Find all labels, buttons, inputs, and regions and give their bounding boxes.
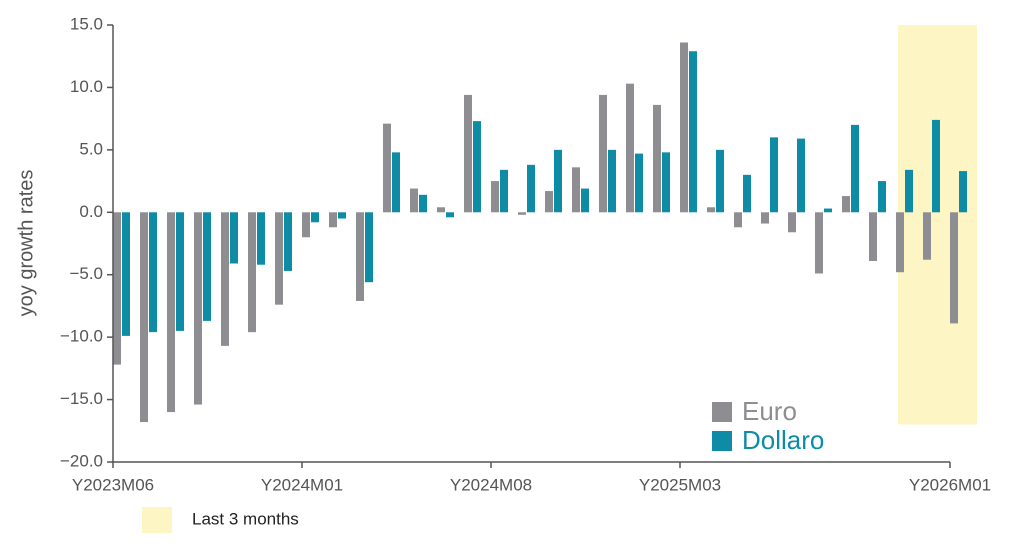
- bar: [122, 212, 130, 336]
- highlight-label: Last 3 months: [192, 509, 299, 528]
- bar: [662, 152, 670, 213]
- bar: [842, 196, 850, 213]
- bar: [734, 212, 742, 228]
- bar: [392, 152, 400, 213]
- bar: [464, 94, 472, 213]
- bar: [437, 207, 445, 213]
- bar: [572, 167, 580, 213]
- highlight-swatch: [142, 507, 172, 533]
- bar: [599, 94, 607, 213]
- bar: [527, 164, 535, 213]
- bar: [878, 181, 886, 213]
- bar: [923, 212, 931, 260]
- bar: [275, 212, 283, 305]
- bar: [869, 212, 877, 261]
- x-tick-label: Y2024M08: [450, 475, 532, 494]
- legend-label: Euro: [742, 396, 797, 426]
- bar: [473, 121, 481, 213]
- bar: [689, 51, 697, 213]
- bar: [284, 212, 292, 271]
- bar: [545, 191, 553, 213]
- bar: [851, 124, 859, 213]
- bar: [491, 181, 499, 213]
- x-tick-label: Y2026M01: [909, 475, 991, 494]
- bar: [959, 171, 967, 213]
- bar: [410, 188, 418, 213]
- bar: [356, 212, 364, 301]
- y-tick-label: 5.0: [79, 139, 103, 158]
- bar: [626, 83, 634, 213]
- bar: [905, 169, 913, 213]
- y-tick-label: −20.0: [60, 451, 103, 470]
- bar: [194, 212, 202, 405]
- bar: [302, 212, 310, 238]
- x-tick-label: Y2023M06: [72, 475, 154, 494]
- bar: [500, 169, 508, 213]
- bar: [518, 212, 526, 215]
- y-axis-label: yoy growth rates: [15, 170, 37, 317]
- bar: [716, 149, 724, 213]
- legend-swatch: [712, 431, 732, 451]
- legend-label: Dollaro: [742, 425, 824, 455]
- bar: [815, 212, 823, 274]
- bar: [950, 212, 958, 324]
- legend-swatch: [712, 402, 732, 422]
- bar: [581, 188, 589, 213]
- bar: [419, 194, 427, 213]
- bar: [896, 212, 904, 273]
- y-tick-label: −15.0: [60, 389, 103, 408]
- bar: [203, 212, 211, 321]
- bar: [635, 153, 643, 213]
- bar: [365, 212, 373, 283]
- bar: [311, 212, 319, 223]
- bar: [167, 212, 175, 413]
- y-tick-label: 15.0: [70, 14, 103, 33]
- bar: [329, 212, 337, 228]
- bar: [338, 212, 346, 219]
- y-tick-label: 0.0: [79, 202, 103, 221]
- bar: [149, 212, 157, 333]
- bar: [824, 208, 832, 213]
- bar: [383, 123, 391, 213]
- bar: [230, 212, 238, 264]
- y-tick-label: −5.0: [69, 264, 103, 283]
- bar: [140, 212, 148, 423]
- bar: [788, 212, 796, 233]
- bar: [653, 104, 661, 213]
- bar: [770, 137, 778, 213]
- bar: [248, 212, 256, 333]
- bar: [680, 42, 688, 213]
- highlight-region: [898, 25, 977, 425]
- y-tick-label: 10.0: [70, 77, 103, 96]
- bar: [761, 212, 769, 224]
- bar: [176, 212, 184, 331]
- x-tick-label: Y2024M01: [261, 475, 343, 494]
- bar: [707, 207, 715, 213]
- bar: [221, 212, 229, 346]
- x-tick-label: Y2025M03: [639, 475, 721, 494]
- bar: [257, 212, 265, 265]
- bar: [797, 138, 805, 213]
- bar: [743, 174, 751, 213]
- y-tick-label: −10.0: [60, 327, 103, 346]
- bar: [113, 212, 121, 365]
- bar: [932, 119, 940, 213]
- bar: [446, 212, 454, 218]
- bar: [608, 149, 616, 213]
- bar: [554, 149, 562, 213]
